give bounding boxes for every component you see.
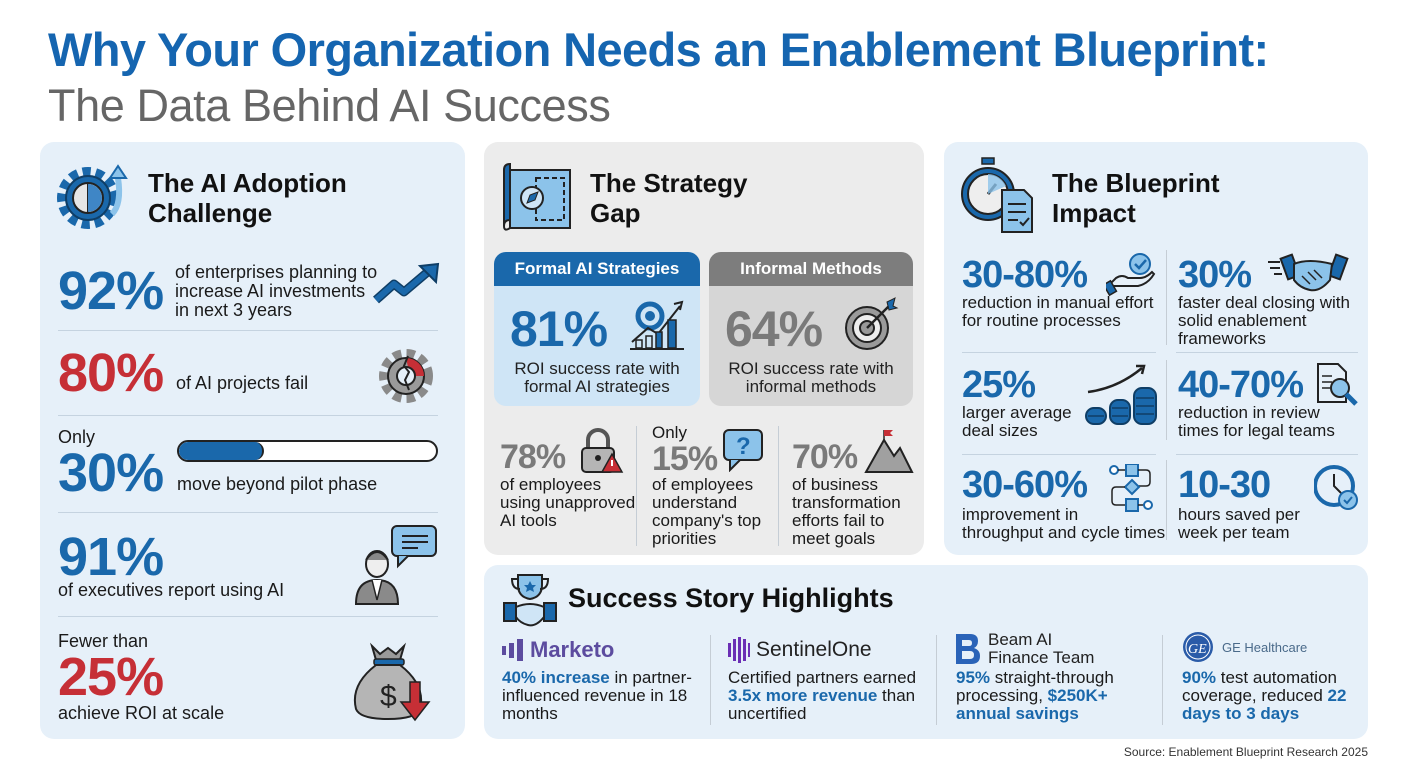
stat-description: of employees using unapproved AI tools: [500, 475, 636, 530]
strategy-title-line1: The Strategy: [590, 168, 748, 198]
story-text: 40% increase in partner-influenced reven…: [502, 668, 692, 723]
stat-prefix: Fewer than: [58, 631, 149, 651]
broken-gear-icon: [379, 349, 433, 403]
stat-value: 30%: [58, 443, 164, 503]
stat-description: of executives report using AI: [58, 580, 285, 600]
stat-description: of AI projects fail: [176, 373, 309, 393]
stat-description: achieve ROI at scale: [58, 703, 225, 723]
stat-prefix: Only: [652, 423, 687, 442]
marketo-logo: Marketo: [502, 637, 614, 663]
adoption-title-line1: The AI Adoption: [148, 168, 347, 198]
story-text: Certified partners earned 3.5x more reve…: [728, 668, 917, 723]
formal-roi-description: ROI success rate with formal AI strategie…: [514, 359, 680, 396]
stat-description: reduction in review times for legal teams: [1178, 403, 1335, 440]
question-bubble-icon: ?: [723, 429, 763, 472]
informal-methods-header: Informal Methods: [709, 252, 913, 286]
beam-ai-logo: Beam AI Finance Team: [956, 631, 1094, 667]
formal-roi-value: 81%: [510, 301, 608, 357]
workflow-icon: [1109, 464, 1153, 512]
pilot-progress-bar: [177, 440, 438, 462]
clock-check-icon: [1314, 465, 1358, 510]
ge-logo-icon: GE: [1183, 632, 1213, 662]
document-search-icon: [1317, 363, 1358, 406]
growth-chart-icon: [630, 300, 684, 350]
trophy-handshake-icon: [503, 574, 557, 627]
coin-stacks-growth-icon: [1085, 364, 1157, 425]
stat-prefix: Only: [58, 427, 96, 447]
impact-title-line2: Impact: [1052, 198, 1136, 228]
strategy-title-line2: Gap: [590, 198, 641, 228]
ai-adoption-panel: The AI Adoption Challenge 92% of enterpr…: [40, 142, 465, 739]
stat-value: 91%: [58, 527, 164, 587]
stat-description: faster deal closing with solid enablement…: [1178, 293, 1350, 348]
informal-methods-card: Informal Methods 64% ROI success rate wi…: [709, 252, 913, 406]
page-subtitle: The Data Behind AI Success: [48, 80, 611, 131]
money-bag-down-icon: $: [354, 642, 431, 722]
stat-value: 30-60%: [962, 464, 1088, 506]
story-text: 90% test automation coverage, reduced 22…: [1182, 668, 1347, 723]
formal-strategies-card: Formal AI Strategies 81% ROI success rat…: [494, 252, 700, 406]
mountain-flag-icon: [864, 430, 914, 473]
company-name-line2: Finance Team: [988, 648, 1095, 667]
company-name: Beam AI: [988, 630, 1053, 649]
blueprint-compass-icon: [503, 162, 571, 231]
stat-value: 70%: [792, 438, 858, 476]
hand-check-icon: [1106, 253, 1156, 296]
stat-description: reduction in manual effort for routine pr…: [962, 293, 1154, 330]
company-name: GE Healthcare: [1222, 639, 1308, 655]
success-stories-panel: Success Story Highlights Marketo 40% inc…: [484, 565, 1368, 739]
lock-warning-icon: [581, 428, 624, 473]
marketo-logo-icon: [502, 639, 523, 661]
company-name: SentinelOne: [756, 638, 872, 661]
blueprint-impact-panel: The Blueprint Impact 30-80% reduction in…: [944, 142, 1368, 555]
executive-speech-icon: [354, 525, 437, 605]
stat-value: 92%: [58, 261, 164, 321]
stat-value: 25%: [962, 364, 1036, 406]
strategy-gap-panel: The Strategy Gap Formal AI Strategies 81…: [484, 142, 924, 555]
stat-description: hours saved per week per team: [1178, 505, 1300, 542]
svg-text:?: ?: [736, 433, 751, 460]
trend-up-arrow-icon: [373, 262, 440, 304]
stat-value: 78%: [500, 438, 566, 476]
stat-value: 80%: [58, 343, 164, 403]
stat-value: 30-80%: [962, 254, 1088, 296]
informal-roi-description: ROI success rate with informal methods: [728, 359, 894, 396]
svg-text:GE: GE: [1188, 642, 1207, 657]
sentinelone-logo-icon: [728, 637, 750, 663]
stat-value: 10-30: [1178, 464, 1271, 506]
adoption-title-line2: Challenge: [148, 198, 273, 228]
informal-roi-value: 64%: [725, 301, 823, 357]
ge-healthcare-logo: GE GE Healthcare: [1182, 631, 1307, 663]
gear-brain-arrow-icon: [57, 164, 128, 229]
source-note: Source: Enablement Blueprint Research 20…: [1123, 745, 1368, 759]
target-dart-icon: [845, 297, 899, 350]
stat-value: 30%: [1178, 254, 1252, 296]
stat-value: 25%: [58, 647, 164, 707]
stat-description: larger average deal sizes: [962, 403, 1072, 440]
stat-description: of enterprises planning to increase AI in…: [175, 262, 378, 320]
story-text: 95% straight-through processing, $250K+ …: [956, 668, 1114, 723]
stat-description: improvement in throughput and cycle times: [962, 505, 1166, 542]
sentinelone-logo: SentinelOne: [728, 637, 872, 663]
impact-title-line1: The Blueprint: [1052, 168, 1220, 198]
svg-text:$: $: [380, 680, 397, 713]
stopwatch-document-icon: [961, 157, 1033, 233]
beam-ai-logo-icon: [956, 634, 980, 664]
handshake-icon: [1268, 253, 1349, 292]
stat-description: move beyond pilot phase: [177, 474, 378, 494]
stat-description: of business transformation efforts fail to…: [792, 475, 901, 548]
stat-description: of employees understand company's top prior…: [652, 475, 762, 548]
success-title: Success Story Highlights: [568, 583, 894, 613]
company-name: Marketo: [530, 637, 615, 662]
stat-value: 40-70%: [1178, 364, 1304, 406]
formal-strategies-header: Formal AI Strategies: [494, 252, 700, 286]
page-title: Why Your Organization Needs an Enablemen…: [48, 23, 1269, 76]
stat-value: 15%: [652, 440, 718, 478]
